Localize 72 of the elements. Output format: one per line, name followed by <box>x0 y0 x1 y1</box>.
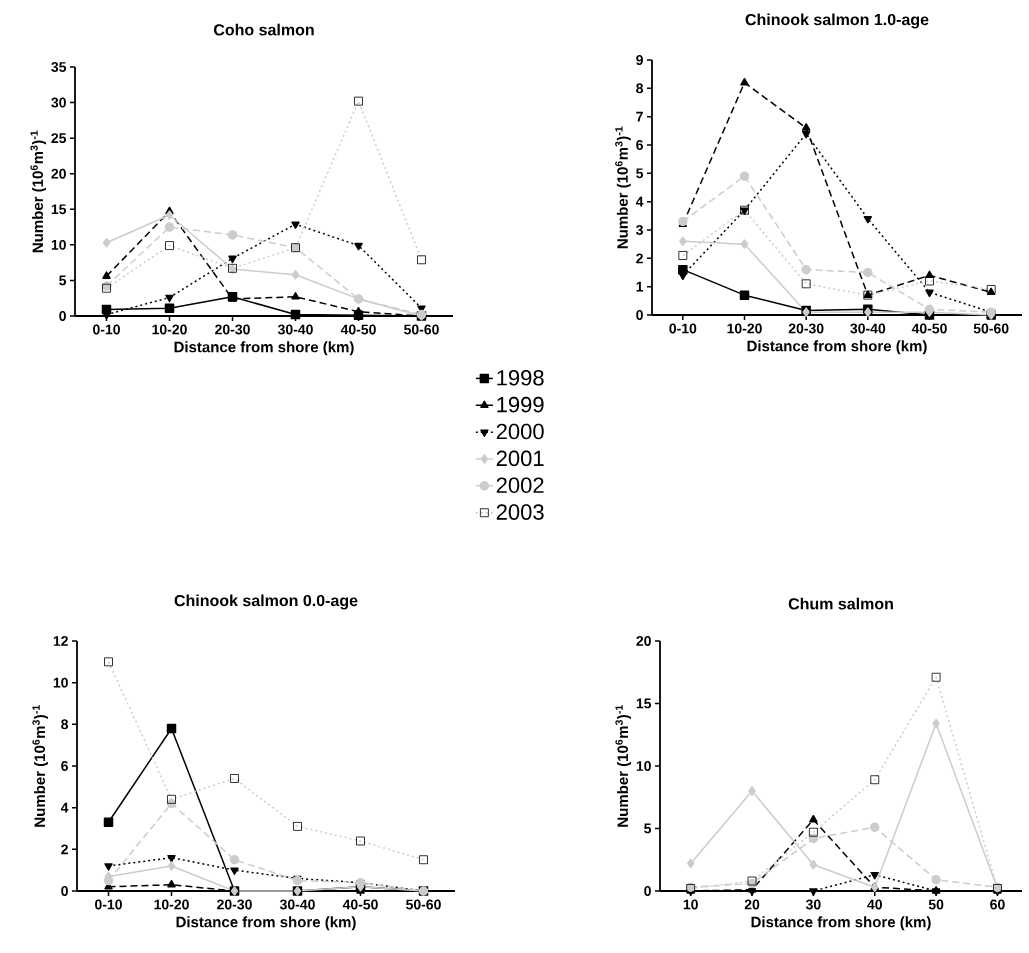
y-tick-label: 5 <box>59 275 67 286</box>
y-tick-label: 8 <box>636 83 644 94</box>
y-tick-label: 0 <box>644 886 651 896</box>
y-tick-label: 7 <box>636 111 643 122</box>
legend-label: 2000 <box>496 423 544 440</box>
x-tick-label: 0-10 <box>95 899 122 910</box>
y-axis-title: Number (10$^{6}$m$^{3}$)$^{-1}$ <box>615 705 632 827</box>
y-tick-label: 1 <box>636 281 644 292</box>
y-tick-label: 9 <box>636 55 643 65</box>
y-tick-label: 20 <box>636 636 651 646</box>
x-tick-label: 0-10 <box>93 324 120 335</box>
x-tick-label: 10-20 <box>152 324 187 335</box>
x-tick-label: 40 <box>867 899 882 910</box>
y-tick-label: 20 <box>51 168 66 179</box>
x-tick-label: 10 <box>683 899 698 910</box>
x-axis-title: Distance from shore (km) <box>747 340 927 355</box>
y-tick-label: 0 <box>59 311 66 321</box>
legend-label: 2002 <box>496 477 544 494</box>
y-tick-label: 30 <box>51 97 66 108</box>
x-axis-title: Distance from shore (km) <box>751 916 931 931</box>
y-axis-title: Number (10$^{6}$m$^{3}$)$^{-1}$ <box>615 126 631 249</box>
x-tick-label: 50 <box>928 899 944 910</box>
y-tick-label: 10 <box>636 761 651 771</box>
y-tick-label: 0 <box>61 886 68 896</box>
y-tick-label: 35 <box>51 62 67 72</box>
x-tick-label: 30-40 <box>279 899 315 910</box>
y-tick-label: 25 <box>51 133 67 144</box>
x-tick-label: 40-50 <box>340 324 376 335</box>
y-tick-label: 2 <box>636 253 643 264</box>
chart-title: Chum salmon <box>788 597 893 610</box>
x-tick-label: 50-60 <box>406 899 441 910</box>
x-tick-label: 30-40 <box>850 323 886 334</box>
y-tick-label: 15 <box>636 698 652 709</box>
y-tick-label: 2 <box>61 844 68 855</box>
y-tick-label: 5 <box>644 823 652 834</box>
x-tick-label: 50-60 <box>973 323 1009 334</box>
y-tick-label: 12 <box>53 636 68 646</box>
x-tick-label: 20-30 <box>217 899 252 910</box>
y-tick-label: 6 <box>636 140 643 150</box>
chart-title: Coho salmon <box>213 23 314 36</box>
x-tick-label: 40-50 <box>911 323 947 334</box>
y-tick-label: 15 <box>51 204 67 215</box>
x-tick-label: 0-10 <box>669 323 697 334</box>
x-tick-label: 40-50 <box>342 899 378 910</box>
x-tick-label: 30-40 <box>277 324 313 335</box>
legend-label: 2001 <box>496 450 544 467</box>
y-tick-label: 5 <box>636 168 644 179</box>
y-tick-label: 6 <box>61 761 68 771</box>
legend-label: 1999 <box>497 396 544 413</box>
y-tick-label: 8 <box>61 719 69 730</box>
x-tick-label: 60 <box>990 899 1005 910</box>
x-tick-label: 20-30 <box>788 323 824 334</box>
legend-label: 2003 <box>496 504 544 520</box>
x-tick-label: 10-20 <box>727 323 762 334</box>
x-tick-label: 20-30 <box>215 324 250 335</box>
y-tick-label: 10 <box>51 239 66 250</box>
x-tick-label: 10-20 <box>154 899 189 910</box>
y-tick-label: 4 <box>60 802 69 813</box>
x-axis-title: Distance from shore (km) <box>174 341 354 356</box>
legend-label: 1998 <box>497 369 544 386</box>
x-tick-label: 20 <box>744 899 760 910</box>
y-axis-title: Number (10$^{6}$m$^{3}$)$^{-1}$ <box>30 130 47 253</box>
y-tick-label: 3 <box>636 225 643 235</box>
chart-title: Chinook salmon 1.0-age <box>745 13 929 29</box>
x-axis-title: Distance from shore (km) <box>176 916 356 931</box>
chart-title: Chinook salmon 0.0-age <box>174 594 358 610</box>
y-axis-title: Number (10$^{6}$m$^{3}$)$^{-1}$ <box>32 705 49 827</box>
y-tick-label: 0 <box>636 310 643 320</box>
x-tick-label: 50-60 <box>404 324 439 335</box>
y-tick-label: 10 <box>53 677 68 688</box>
y-tick-label: 4 <box>635 196 644 207</box>
x-tick-label: 30 <box>805 899 821 910</box>
